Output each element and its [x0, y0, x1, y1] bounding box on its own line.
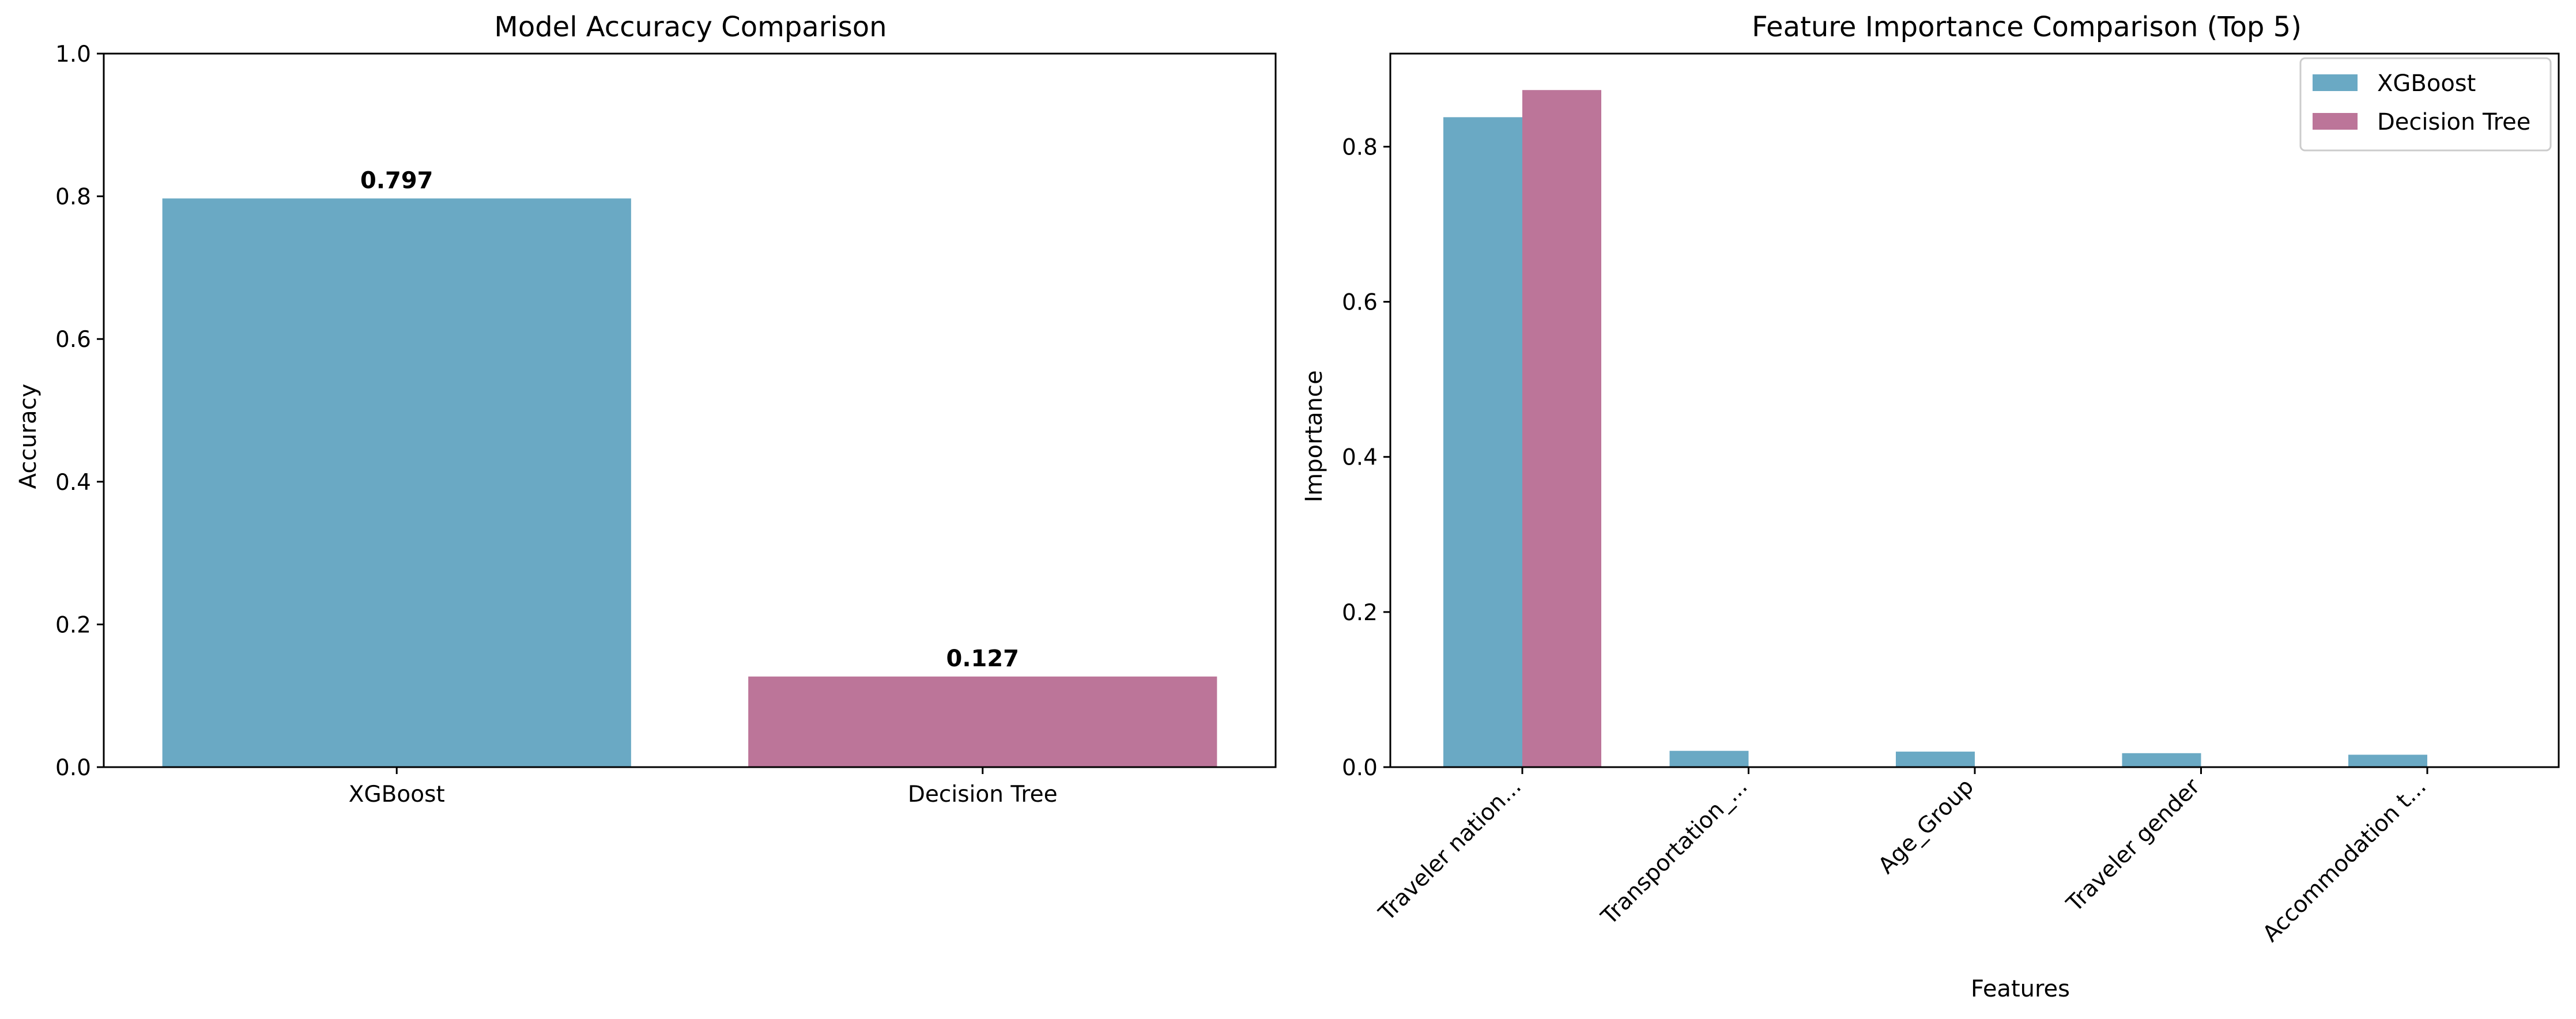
feature-bar-xgboost-traveler-gender: [2122, 753, 2201, 767]
accuracy-y-axis-label: Accuracy: [15, 384, 42, 489]
accuracy-y-tick-label: 0.0: [55, 755, 91, 781]
feature-y-ticks: 0.0 0.2 0.4 0.6 0.8: [1342, 134, 1390, 781]
feature-y-axis-label: Importance: [1301, 370, 1327, 502]
legend-swatch-xgboost: [2313, 74, 2358, 91]
accuracy-y-tick-label: 1.0: [55, 41, 91, 67]
accuracy-data-labels: 0.797 0.127: [360, 167, 1019, 671]
accuracy-chart-title: Model Accuracy Comparison: [494, 11, 887, 43]
legend-label-decision-tree: Decision Tree: [2377, 109, 2530, 135]
accuracy-x-ticks: XGBoost Decision Tree: [349, 767, 1058, 807]
feature-x-axis-label: Features: [1971, 976, 2070, 1002]
feature-chart-title: Feature Importance Comparison (Top 5): [1752, 11, 2302, 43]
feature-y-tick-label: 0.8: [1342, 134, 1378, 160]
accuracy-y-ticks: 0.0 0.2 0.4 0.6 0.8 1.0: [55, 41, 104, 781]
accuracy-y-tick-label: 0.6: [55, 327, 91, 353]
feature-plot-frame: [1389, 52, 2560, 768]
accuracy-y-tick-label: 0.4: [55, 470, 91, 496]
feature-bars: [1443, 90, 2427, 768]
feature-bar-xgboost-accommodation-t: [2348, 754, 2427, 767]
feature-bar-xgboost-age-group: [1896, 752, 1975, 767]
accuracy-plot-frame: [103, 52, 1277, 768]
feature-bar-xgboost-transportation: [1669, 750, 1749, 767]
feature-y-tick-label: 0.0: [1342, 755, 1378, 781]
accuracy-y-tick-label: 0.8: [55, 184, 91, 210]
accuracy-x-tick-label: Decision Tree: [908, 782, 1058, 807]
accuracy-y-tick-label: 0.2: [55, 612, 91, 638]
feature-y-tick-label: 0.6: [1342, 290, 1378, 316]
legend: XGBoost Decision Tree: [2299, 57, 2552, 152]
legend-swatch-decision-tree: [2313, 113, 2358, 130]
accuracy-bar-xgboost: [162, 198, 631, 768]
accuracy-data-label: 0.127: [946, 646, 1019, 672]
accuracy-data-label: 0.797: [360, 167, 433, 194]
feature-bar-decision-tree-traveler-nation: [1522, 90, 1601, 768]
accuracy-bars: [162, 198, 1217, 768]
accuracy-chart: Model Accuracy Comparison Accuracy 0.00.…: [15, 11, 1277, 807]
legend-box: [2299, 57, 2552, 152]
accuracy-bar-decision-tree: [748, 676, 1217, 767]
feature-bar-xgboost-traveler-nation: [1443, 117, 1522, 767]
legend-label-xgboost: XGBoost: [2377, 70, 2476, 97]
feature-y-tick-label: 0.4: [1342, 445, 1378, 471]
feature-y-tick-label: 0.2: [1342, 600, 1378, 626]
accuracy-x-tick-label: XGBoost: [349, 782, 445, 807]
